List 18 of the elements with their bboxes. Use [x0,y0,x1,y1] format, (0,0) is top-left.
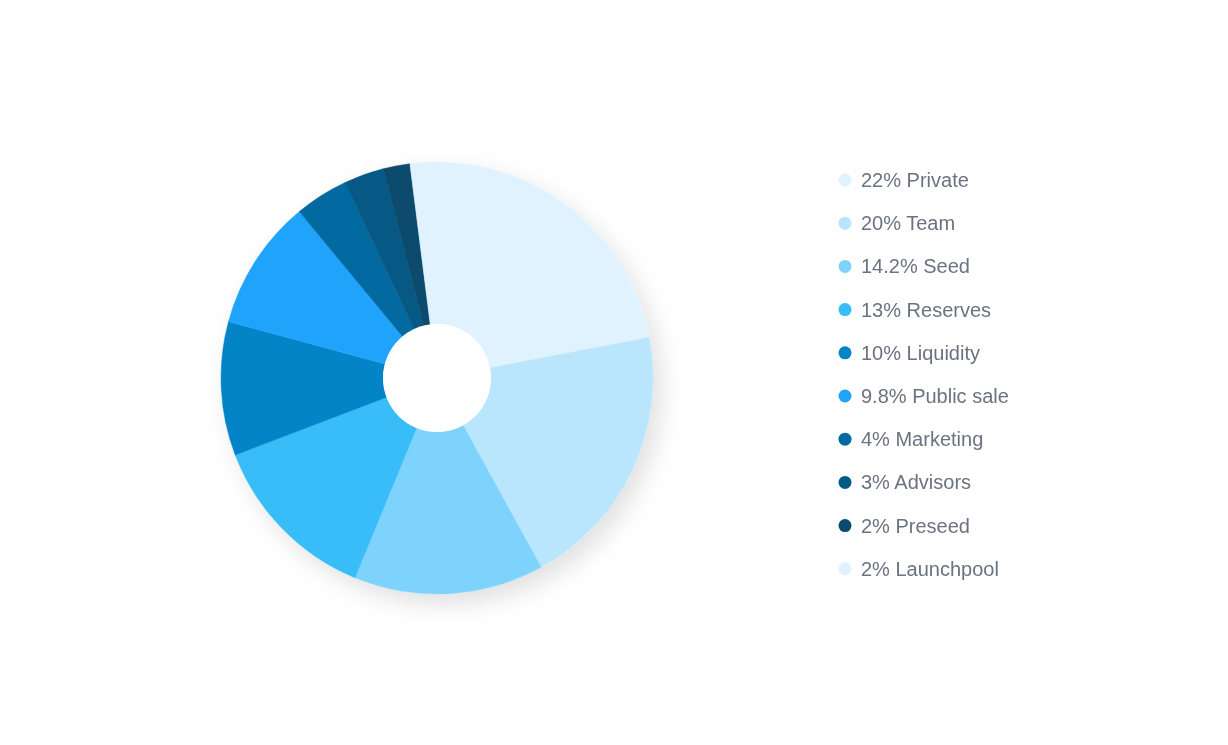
donut-slice [462,337,653,568]
legend-label: 2% Preseed [861,514,970,537]
legend-label: 14.2% Seed [861,255,970,278]
donut-slice [234,397,417,579]
donut-slice [344,168,424,330]
donut-slice [299,182,415,337]
legend-label: 10% Liquidity [861,341,980,364]
legend-label: 9.8% Public sale [861,385,1009,407]
legend-label: 3% Advisors [861,471,972,494]
legend-label: 4% Marketing [861,428,984,451]
legend-label: 13% Reserves [861,298,992,321]
donut-slice [354,425,542,595]
legend-label: 2% Launchpool [861,557,999,580]
donut-slice [220,321,387,456]
legend-label: 22% Private [861,169,969,191]
legend-label: 20% Team [861,212,956,235]
donut-slice [228,211,403,365]
donut-slice [383,163,431,326]
